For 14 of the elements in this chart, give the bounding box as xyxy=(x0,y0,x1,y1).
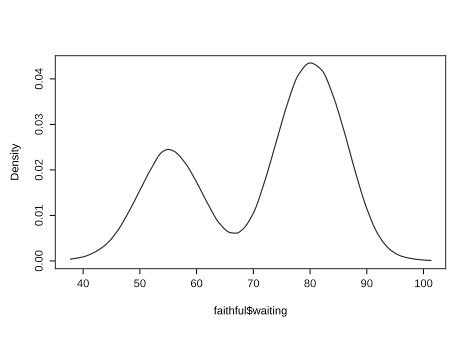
x-tick-label: 50 xyxy=(134,279,146,288)
x-tick-label: 40 xyxy=(77,279,89,288)
x-tick-label: 70 xyxy=(248,279,260,288)
y-tick-label: 0.00 xyxy=(34,250,43,272)
y-tick-label: 0.04 xyxy=(34,68,43,90)
x-tick-label: 60 xyxy=(190,279,202,288)
y-tick-label: 0.01 xyxy=(34,205,43,226)
x-tick-label: 80 xyxy=(304,279,316,288)
y-axis-title: Density xyxy=(10,144,21,180)
x-tick-label: 100 xyxy=(415,279,432,288)
y-tick-label: 0.02 xyxy=(34,160,43,180)
x-tick-label: 90 xyxy=(361,279,373,288)
y-tick-label: 0.03 xyxy=(34,114,43,135)
x-axis-title: faithful$waiting xyxy=(214,306,287,317)
